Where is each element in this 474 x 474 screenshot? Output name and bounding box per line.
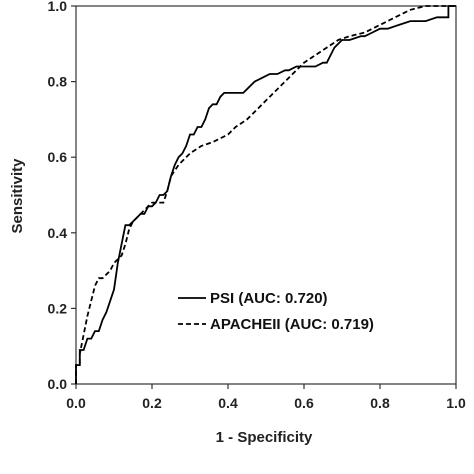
plot-area	[75, 5, 457, 385]
x-tick-label: 0.8	[370, 395, 390, 411]
legend: PSI (AUC: 0.720) APACHEII (AUC: 0.719)	[178, 290, 374, 333]
y-tick-label: 0.0	[48, 376, 68, 392]
x-tick-label: 1.0	[446, 395, 466, 411]
y-tick-label: 0.8	[48, 74, 68, 90]
legend-label: PSI (AUC: 0.720)	[210, 290, 328, 307]
x-tick-label: 0.0	[66, 395, 86, 411]
plot-frame	[75, 5, 457, 385]
y-axis-label: Sensitivity	[9, 158, 26, 234]
y-tick-label: 0.4	[48, 225, 68, 241]
x-tick-label: 0.4	[218, 395, 238, 411]
x-axis-label: 1 - Specificity	[216, 429, 313, 446]
y-axis: 0.0 0.2 0.4 0.6 0.8 1.0	[48, 0, 76, 392]
y-tick-label: 1.0	[48, 0, 68, 14]
x-tick-label: 0.6	[294, 395, 314, 411]
x-axis: 0.0 0.2 0.4 0.6 0.8 1.0	[66, 384, 466, 411]
series-lines	[75, 5, 456, 384]
series-line-psi	[75, 5, 456, 384]
series-line-apacheii	[75, 5, 456, 384]
x-tick-label: 0.2	[142, 395, 162, 411]
y-tick-label: 0.2	[48, 300, 68, 316]
legend-label: APACHEII (AUC: 0.719)	[210, 316, 374, 333]
y-tick-label: 0.6	[48, 149, 68, 165]
